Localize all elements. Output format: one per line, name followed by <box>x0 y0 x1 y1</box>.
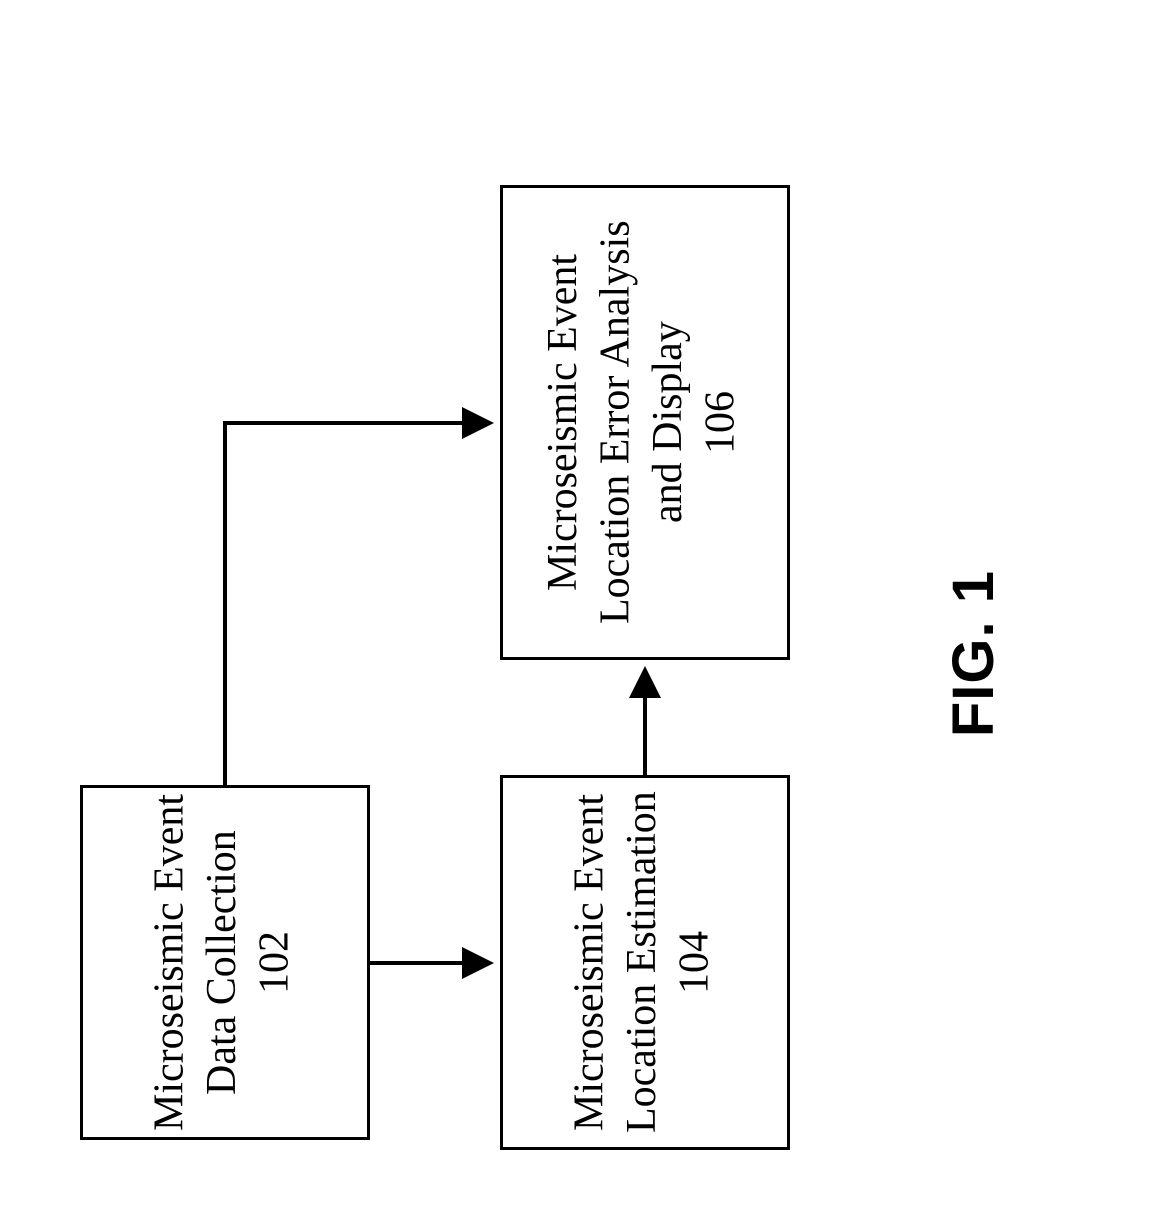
node-106: Microseismic Event Location Error Analys… <box>500 185 790 660</box>
node-106-number: 106 <box>695 391 748 454</box>
diagram-canvas: Microseismic Event Data Collection 102 M… <box>0 0 1155 1207</box>
figure-label-text: FIG. 1 <box>941 570 1006 737</box>
node-104-number: 104 <box>668 931 721 994</box>
node-104-label: Microseismic Event Location Estimation <box>563 778 668 1147</box>
node-102: Microseismic Event Data Collection 102 <box>80 785 370 1140</box>
figure-label: FIG. 1 <box>940 570 1007 737</box>
node-104: Microseismic Event Location Estimation 1… <box>500 775 790 1150</box>
node-106-label: Microseismic Event Location Error Analys… <box>537 188 695 657</box>
node-102-label: Microseismic Event Data Collection <box>143 788 248 1137</box>
node-102-number: 102 <box>248 931 301 994</box>
edge-n102-n106 <box>225 423 486 785</box>
